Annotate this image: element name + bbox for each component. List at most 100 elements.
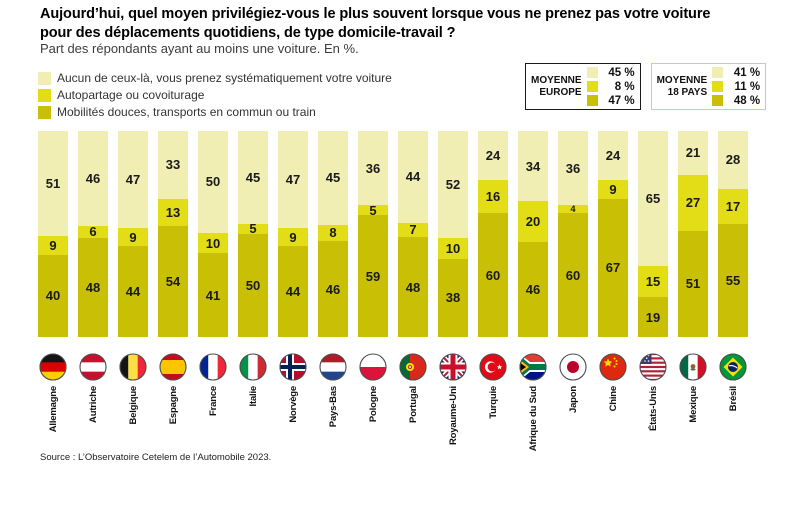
average-box-europe: MOYENNE EUROPE 45 % 8 % 47 % bbox=[525, 63, 641, 110]
bar-segment: 5 bbox=[238, 222, 268, 235]
bar-value: 15 bbox=[645, 274, 661, 290]
bar-segment: 44 bbox=[278, 246, 308, 337]
flag-cell-mx bbox=[678, 353, 708, 381]
bar-value: 67 bbox=[605, 260, 621, 276]
flag-cell-gb bbox=[438, 353, 468, 381]
average-row: 48 % bbox=[712, 95, 760, 107]
average-value: 48 % bbox=[733, 94, 761, 107]
country-label-pt: Portugal bbox=[407, 386, 419, 423]
bar-value: 55 bbox=[725, 272, 741, 288]
bar-value: 27 bbox=[685, 195, 701, 211]
bar-value: 19 bbox=[645, 309, 661, 325]
bar-segment: 8 bbox=[318, 224, 348, 242]
bar-segment: 46 bbox=[78, 131, 108, 226]
flag-jp-icon bbox=[559, 353, 587, 381]
bar-segment: 7 bbox=[398, 222, 428, 238]
bar-segment: 9 bbox=[598, 180, 628, 199]
country-label-cell: Mexique bbox=[678, 386, 708, 466]
country-label-cell: Turquie bbox=[478, 386, 508, 466]
chart-title: Aujourd’hui, quel moyen privilégiez-vous… bbox=[40, 5, 770, 43]
bar-value: 5 bbox=[369, 202, 377, 218]
flag-cell-it bbox=[238, 353, 268, 381]
bar-segment: 50 bbox=[198, 131, 228, 233]
flag-cell-us bbox=[638, 353, 668, 381]
country-label-de: Allemagne bbox=[47, 386, 59, 433]
bar-segment: 34 bbox=[518, 131, 548, 202]
chart-title-line2: pour des déplacements quotidiens, de typ… bbox=[40, 24, 456, 41]
source-note: Source : L’Observatoire Cetelem de l’Aut… bbox=[40, 452, 272, 463]
bar-segment: 40 bbox=[38, 254, 68, 337]
bar-value: 9 bbox=[609, 182, 617, 198]
average-value: 11 % bbox=[734, 80, 761, 93]
bar-value: 48 bbox=[85, 280, 101, 296]
bar-segment: 24 bbox=[478, 131, 508, 181]
bar-value: 16 bbox=[485, 189, 501, 205]
country-label-cell: Chine bbox=[598, 386, 628, 466]
country-label-pl: Pologne bbox=[367, 386, 379, 423]
bar-jp: 36 4 60 bbox=[558, 131, 588, 337]
flag-cell-br bbox=[718, 353, 748, 381]
flag-cell-pt bbox=[398, 353, 428, 381]
bar-es: 33 13 54 bbox=[158, 131, 188, 337]
flag-br-icon bbox=[719, 353, 747, 381]
legend-swatch bbox=[38, 71, 51, 85]
bar-segment: 4 bbox=[558, 203, 588, 214]
country-label-es: Espagne bbox=[167, 386, 179, 425]
bar-de: 51 9 40 bbox=[38, 131, 68, 337]
bar-segment: 47 bbox=[278, 131, 308, 228]
average-box-label-line: MOYENNE bbox=[656, 74, 708, 86]
average-box-label-line: 18 PAYS bbox=[667, 86, 708, 98]
flag-de-icon bbox=[39, 353, 67, 381]
bar-value: 47 bbox=[125, 171, 141, 187]
country-label-gb: Royaume-Uni bbox=[447, 386, 459, 446]
bar-us: 65 15 19 bbox=[638, 131, 668, 337]
bar-segment: 54 bbox=[158, 225, 188, 337]
bar-value: 21 bbox=[685, 145, 701, 161]
average-boxes: MOYENNE EUROPE 45 % 8 % 47 % MOYENNE 18 PAYS 41… bbox=[525, 63, 767, 110]
bar-segment: 16 bbox=[478, 180, 508, 214]
bar-segment: 60 bbox=[478, 213, 508, 337]
average-box-rows: 41 % 11 % 48 % bbox=[712, 67, 760, 107]
flag-cell-fr bbox=[198, 353, 228, 381]
average-box-label-line: MOYENNE bbox=[531, 74, 582, 86]
flags-row bbox=[38, 353, 748, 381]
bar-segment: 9 bbox=[118, 227, 148, 247]
bar-value: 4 bbox=[570, 203, 576, 214]
flag-cell-pl bbox=[358, 353, 388, 381]
average-row: 47 % bbox=[586, 94, 635, 107]
legend-label: Autopartage ou covoiturage bbox=[57, 88, 205, 102]
bar-segment: 9 bbox=[38, 236, 68, 255]
country-label-cell: Japon bbox=[558, 386, 588, 466]
bar-segment: 44 bbox=[398, 131, 428, 223]
legend-label: Aucun de ceux-là, vous prenez systématiq… bbox=[57, 71, 392, 85]
stacked-bar-chart: 51 9 40 46 6 48 47 9 44 33 13 54 50 10 41 45 5 50 47 9 44 45 8… bbox=[38, 131, 748, 337]
bar-segment: 46 bbox=[318, 241, 348, 337]
bar-segment: 60 bbox=[558, 213, 588, 337]
bar-value: 24 bbox=[605, 148, 621, 164]
average-swatch bbox=[586, 95, 598, 106]
legend-swatch bbox=[38, 88, 51, 102]
bar-value: 8 bbox=[329, 225, 337, 241]
flag-gb-icon bbox=[439, 353, 467, 381]
chart-title-line1: Aujourd’hui, quel moyen privilégiez-vous… bbox=[40, 6, 711, 22]
flag-cell-at bbox=[78, 353, 108, 381]
bar-value: 17 bbox=[725, 198, 741, 214]
bar-mx: 21 27 51 bbox=[678, 131, 708, 337]
bar-it: 45 5 50 bbox=[238, 131, 268, 337]
bar-value: 59 bbox=[365, 268, 381, 284]
bar-value: 46 bbox=[85, 170, 101, 186]
flag-mx-icon bbox=[679, 353, 707, 381]
bar-value: 54 bbox=[165, 273, 181, 289]
legend: Aucun de ceux-là, vous prenez systématiq… bbox=[38, 71, 392, 119]
average-box-rows: 45 % 8 % 47 % bbox=[586, 67, 635, 107]
average-value: 47 % bbox=[608, 94, 635, 107]
bar-no: 47 9 44 bbox=[278, 131, 308, 337]
flag-cell-jp bbox=[558, 353, 588, 381]
average-swatch bbox=[586, 67, 598, 78]
country-label-cell: Pays-Bas bbox=[318, 386, 348, 466]
bar-nl: 45 8 46 bbox=[318, 131, 348, 337]
flag-pl-icon bbox=[359, 353, 387, 381]
bar-segment: 5 bbox=[358, 202, 388, 218]
bar-value: 36 bbox=[365, 160, 381, 176]
bar-value: 50 bbox=[205, 174, 221, 190]
